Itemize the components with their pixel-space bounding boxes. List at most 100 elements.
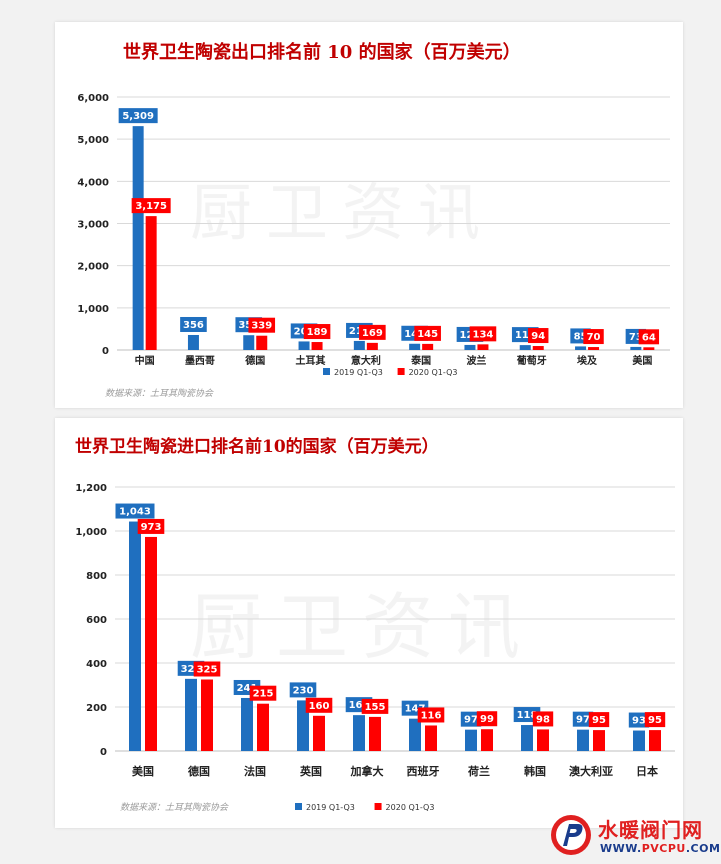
bar <box>481 729 493 751</box>
site-name: 水暖阀门网 <box>598 818 703 842</box>
legend-label: 2019 Q1-Q3 <box>334 368 383 377</box>
y-tick-label: 0 <box>102 346 109 357</box>
site-url-suffix: .COM <box>685 842 721 855</box>
bar <box>298 341 310 350</box>
data-label: 973 <box>141 522 162 533</box>
data-label-box <box>417 707 445 723</box>
y-tick-label: 5,000 <box>77 135 109 146</box>
export-chart-panel: 厨卫资讯 世界卫生陶瓷出口排名前 10 的国家（百万美元） 0 1,000 2,00… <box>55 22 683 408</box>
bar <box>201 679 213 751</box>
x-tick-label: 土耳其 <box>296 354 326 367</box>
site-url-brand: PVCPU <box>641 842 686 855</box>
data-label-box <box>305 697 333 713</box>
bar <box>575 346 587 350</box>
bar <box>353 715 365 751</box>
site-url-prefix: WWW. <box>600 842 642 855</box>
bar <box>649 730 661 751</box>
data-label-box <box>476 711 498 727</box>
data-label: 160 <box>309 701 330 712</box>
data-label-box <box>180 316 207 332</box>
data-label-box <box>249 685 277 701</box>
x-tick-label: 德国 <box>187 764 210 778</box>
data-label-box <box>131 198 171 214</box>
legend-label: 2020 Q1-Q3 <box>409 368 458 377</box>
data-label-box <box>414 325 441 341</box>
bar <box>643 347 655 350</box>
bar <box>464 344 476 350</box>
data-label: 116 <box>515 330 536 341</box>
bar <box>132 126 144 350</box>
y-tick-label: 1,000 <box>77 304 109 315</box>
data-label: 95 <box>592 715 606 726</box>
data-label: 134 <box>473 329 494 340</box>
data-label: 95 <box>648 715 662 726</box>
logo-mark-icon <box>551 815 591 855</box>
x-tick-label: 中国 <box>135 354 155 367</box>
y-tick-label: 600 <box>86 615 107 626</box>
y-tick-label: 3,000 <box>77 220 109 231</box>
bar <box>297 700 309 751</box>
data-label-box <box>193 661 221 677</box>
bar <box>521 725 533 751</box>
bar <box>588 347 600 350</box>
bar <box>593 730 605 751</box>
data-label-box <box>638 329 660 345</box>
data-label-box <box>628 712 650 728</box>
bar <box>313 715 325 751</box>
data-label: 147 <box>405 704 426 715</box>
bar <box>353 340 365 350</box>
bar <box>630 346 642 350</box>
data-label-box <box>248 317 276 333</box>
bar <box>243 335 255 350</box>
bar <box>187 334 199 350</box>
bar <box>409 343 421 350</box>
bar <box>145 536 157 751</box>
bar <box>185 678 197 751</box>
y-tick-label: 6,000 <box>77 93 109 104</box>
x-tick-label: 法国 <box>244 764 266 778</box>
site-url: WWW.PVCPU.COM <box>600 842 720 855</box>
chart-title: 世界卫生陶瓷出口排名前 10 的国家（百万美元） <box>123 42 521 63</box>
bar <box>241 697 253 751</box>
data-label-box <box>532 711 554 727</box>
bar <box>519 345 531 350</box>
x-tick-label: 墨西哥 <box>185 355 215 367</box>
data-label: 155 <box>365 702 386 713</box>
data-label-box <box>644 712 666 728</box>
bar <box>129 521 141 751</box>
bar <box>256 335 268 350</box>
y-tick-label: 400 <box>86 659 107 670</box>
export-bar-chart: 0 1,000 2,000 3,000 4,000 5,000 6,000 中国 5,309 3,… <box>77 93 670 377</box>
data-label: 169 <box>362 328 383 339</box>
x-tick-label: 荷兰 <box>467 764 490 778</box>
bar <box>532 346 544 350</box>
bar <box>577 729 589 751</box>
data-label: 339 <box>251 321 272 332</box>
x-tick-label: 西班牙 <box>407 764 440 778</box>
legend-swatch <box>323 368 330 375</box>
data-label: 70 <box>587 332 601 343</box>
x-tick-label: 埃及 <box>577 354 598 367</box>
x-tick-label: 波兰 <box>466 354 486 367</box>
x-tick-label: 意大利 <box>351 354 381 367</box>
y-tick-label: 200 <box>86 703 107 714</box>
x-tick-label: 加拿大 <box>350 764 384 778</box>
import-bar-chart: 0 200 400 600 800 1,000 1,200 美国 1,043 973 德国 32832… <box>75 483 675 812</box>
x-tick-label: 德国 <box>244 354 265 367</box>
data-label-box <box>588 712 610 728</box>
x-tick-label: 澳大利亚 <box>569 764 613 778</box>
data-label: 116 <box>421 710 442 721</box>
data-label-box <box>115 503 155 519</box>
x-tick-label: 韩国 <box>524 764 546 778</box>
data-label: 241 <box>237 683 258 694</box>
data-label-box <box>118 108 158 124</box>
y-tick-label: 0 <box>100 747 107 758</box>
data-label: 325 <box>197 665 218 676</box>
data-label: 94 <box>531 331 545 342</box>
data-label: 97 <box>464 715 478 726</box>
data-label: 99 <box>480 714 494 725</box>
data-label-box <box>528 328 549 344</box>
data-label-box <box>572 711 594 727</box>
bar <box>369 716 381 751</box>
data-label: 73 <box>629 332 643 343</box>
